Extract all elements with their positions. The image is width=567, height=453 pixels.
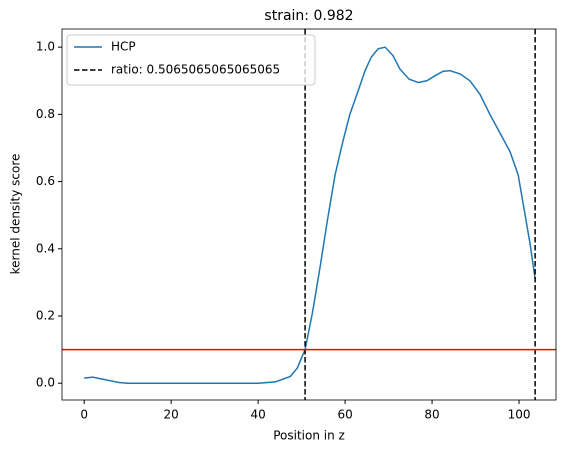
chart-title: strain: 0.982 bbox=[264, 8, 353, 24]
y-tick-label: 0.8 bbox=[36, 107, 55, 121]
line-series bbox=[84, 46, 536, 384]
legend-label: HCP bbox=[111, 40, 136, 54]
y-tick-label: 1.0 bbox=[36, 40, 55, 54]
legend-box bbox=[66, 34, 316, 86]
x-tick-label: 40 bbox=[250, 408, 265, 422]
plot-frame bbox=[61, 28, 557, 401]
y-tick-label: 0.6 bbox=[36, 174, 55, 188]
x-tick-label: 20 bbox=[164, 408, 179, 422]
legend-label: ratio: 0.5065065065065065 bbox=[111, 63, 280, 77]
y-tick-label: 0.4 bbox=[36, 241, 55, 255]
y-axis-label: kernel density score bbox=[9, 154, 23, 275]
x-tick-label: 0 bbox=[80, 408, 88, 422]
y-tick-label: 0.0 bbox=[36, 376, 55, 390]
y-tick-label: 0.2 bbox=[36, 308, 55, 322]
x-tick-label: 60 bbox=[337, 408, 352, 422]
x-tick-label: 100 bbox=[508, 408, 531, 422]
x-axis-label: Position in z bbox=[273, 429, 345, 443]
x-tick-label: 80 bbox=[424, 408, 439, 422]
